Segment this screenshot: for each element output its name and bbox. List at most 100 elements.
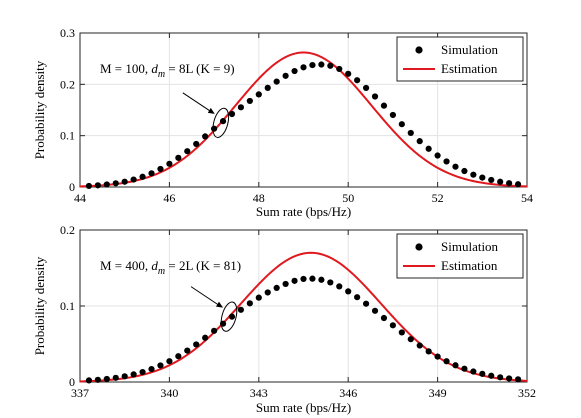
simulation-point bbox=[193, 140, 200, 148]
simulation-point bbox=[336, 283, 343, 290]
simulation-point bbox=[371, 93, 379, 100]
simulation-point bbox=[112, 180, 119, 187]
simulation-point bbox=[389, 322, 396, 329]
annotation-label: M = 100, dm = 8L (K = 9) bbox=[100, 61, 235, 80]
simulation-point bbox=[514, 376, 522, 383]
simulation-point bbox=[175, 154, 182, 161]
x-tick-label: 52 bbox=[432, 191, 444, 205]
simulation-point bbox=[336, 65, 343, 73]
simulation-point bbox=[309, 275, 316, 282]
simulation-point bbox=[148, 170, 155, 177]
estimation-curve bbox=[79, 51, 528, 188]
simulation-point bbox=[246, 97, 253, 105]
x-tick-label: 349 bbox=[429, 386, 447, 400]
simulation-point bbox=[139, 368, 146, 376]
x-tick-label: 343 bbox=[250, 386, 268, 400]
simulation-point bbox=[282, 72, 289, 79]
simulation-point bbox=[354, 77, 361, 84]
simulation-point bbox=[219, 118, 227, 125]
legend-simulation-label: Simulation bbox=[441, 42, 499, 57]
simulation-point bbox=[255, 91, 262, 98]
simulation-point bbox=[425, 348, 432, 355]
simulation-point bbox=[407, 129, 414, 137]
simulation-point bbox=[362, 84, 370, 92]
simulation-point bbox=[237, 306, 245, 313]
simulation-point bbox=[389, 111, 396, 119]
simulation-point bbox=[497, 178, 504, 185]
simulation-point bbox=[157, 165, 164, 173]
simulation-point bbox=[416, 138, 423, 145]
simulation-point bbox=[309, 61, 316, 69]
x-tick-label: 337 bbox=[71, 386, 89, 400]
legend-estimation-label: Estimation bbox=[441, 258, 498, 273]
simulation-point bbox=[211, 125, 218, 132]
simulation-point bbox=[157, 362, 164, 369]
simulation-point bbox=[470, 368, 477, 375]
simulation-point bbox=[121, 373, 128, 380]
simulation-point bbox=[318, 276, 325, 283]
x-tick-label: 340 bbox=[160, 386, 178, 400]
simulation-point bbox=[461, 167, 468, 175]
simulation-point bbox=[300, 275, 307, 283]
simulation-point bbox=[425, 145, 432, 152]
legend-estimation-label: Estimation bbox=[441, 61, 498, 76]
simulation-point bbox=[291, 67, 298, 75]
legend: Simulation Estimation bbox=[396, 36, 524, 82]
simulation-point bbox=[85, 377, 93, 384]
annotation-arrow bbox=[190, 286, 222, 308]
y-tick-label: 0.2 bbox=[60, 223, 75, 237]
axes-box bbox=[79, 229, 528, 383]
simulation-point bbox=[327, 279, 334, 286]
annotation-ellipse bbox=[212, 107, 230, 138]
simulation-point bbox=[273, 284, 280, 292]
x-tick-label: 50 bbox=[342, 191, 354, 205]
legend-simulation-label: Simulation bbox=[441, 239, 499, 254]
simulation-point bbox=[291, 277, 298, 284]
simulation-point bbox=[112, 374, 119, 381]
simulation-point bbox=[443, 158, 450, 165]
legend-simulation-marker bbox=[415, 243, 423, 251]
y-axis-label: Probability density bbox=[32, 256, 47, 355]
simulation-point bbox=[371, 307, 379, 314]
simulation-point bbox=[193, 341, 200, 348]
y-axis-label: Probability density bbox=[32, 60, 47, 159]
x-tick-label: 346 bbox=[339, 386, 357, 400]
x-axis-label: Sum rate (bps/Hz) bbox=[256, 400, 351, 415]
simulation-point bbox=[354, 294, 361, 301]
annotation-label: M = 400, dm = 2L (K = 81) bbox=[100, 258, 241, 277]
simulation-point bbox=[300, 64, 307, 71]
simulation-point bbox=[488, 372, 495, 379]
simulation-point bbox=[121, 178, 128, 185]
simulation-point bbox=[479, 174, 486, 181]
annotation-ellipse bbox=[220, 301, 238, 332]
simulation-point bbox=[506, 375, 513, 382]
annotation-arrow bbox=[182, 92, 214, 114]
simulation-point bbox=[264, 84, 271, 91]
simulation-point bbox=[103, 375, 110, 383]
simulation-point bbox=[416, 342, 423, 349]
simulation-point bbox=[452, 362, 459, 369]
x-tick-label: 54 bbox=[521, 191, 533, 205]
legend-simulation-marker bbox=[415, 46, 423, 54]
legend-box bbox=[396, 36, 524, 82]
legend-box bbox=[396, 233, 524, 279]
simulation-point bbox=[380, 314, 388, 322]
simulation-point bbox=[345, 288, 352, 295]
simulation-point bbox=[184, 148, 191, 155]
x-axis-label: Sum rate (bps/Hz) bbox=[256, 204, 351, 219]
x-tick-label: 352 bbox=[518, 386, 536, 400]
simulation-point bbox=[398, 329, 405, 336]
x-tick-label: 46 bbox=[163, 191, 175, 205]
simulation-point bbox=[228, 313, 236, 320]
chart-panel-1: 44 46 48 50 52 54 0 0.1 0.2 0.3 Sum rate (bps/Hz) P… bbox=[32, 26, 533, 219]
simulation-point bbox=[246, 300, 253, 307]
simulation-point bbox=[166, 160, 173, 167]
simulation-point bbox=[488, 176, 495, 184]
simulation-point bbox=[148, 365, 155, 373]
simulation-point bbox=[506, 180, 513, 187]
simulation-point bbox=[255, 294, 262, 301]
simulation-point bbox=[175, 353, 182, 360]
simulation-point bbox=[228, 110, 236, 118]
simulation-point bbox=[202, 334, 209, 341]
